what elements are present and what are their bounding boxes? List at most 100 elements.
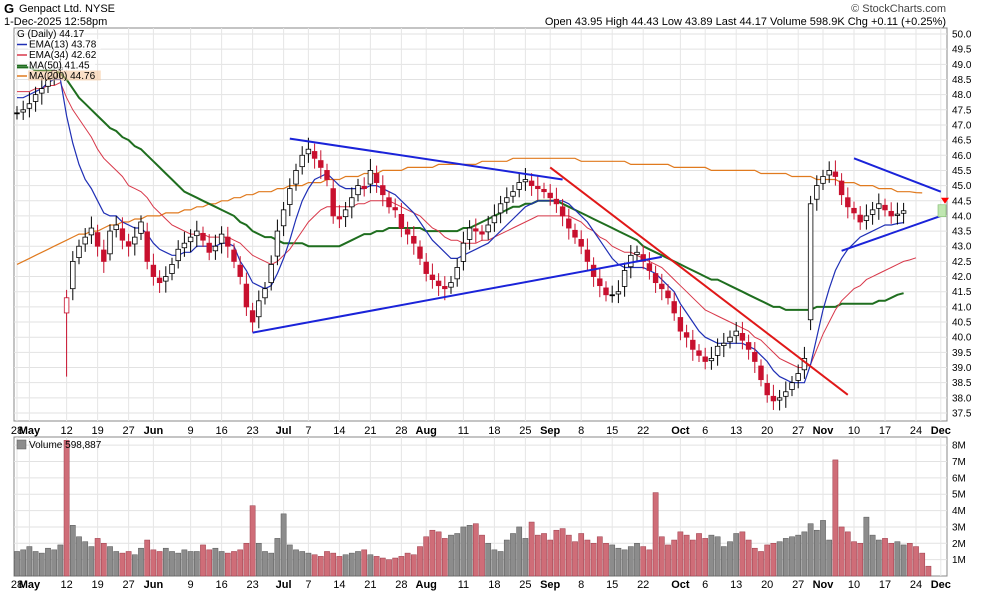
volume-bar (361, 549, 368, 577)
candle-body (448, 282, 454, 288)
volume-bar (100, 543, 107, 577)
volume-x-label: 10 (848, 579, 860, 591)
volume-bar (14, 551, 20, 577)
volume-x-label: 8 (578, 579, 584, 591)
candle-body (218, 233, 225, 244)
volume-tick-label: 2M (952, 539, 966, 550)
candle-body (225, 236, 231, 247)
last-price-marker (937, 204, 947, 218)
ticker-symbol: G (4, 1, 15, 16)
candle-body (20, 109, 26, 113)
legend-item: EMA(34) 42.62 (29, 50, 97, 61)
candle-body (597, 278, 603, 287)
volume-bar (671, 539, 678, 577)
volume-bar (262, 551, 268, 577)
volume-bar (844, 531, 851, 577)
candle-body (559, 206, 566, 217)
trendline (853, 157, 942, 193)
volume-x-label: 9 (188, 579, 194, 591)
candle-body (293, 170, 299, 185)
price-x-label: 17 (879, 425, 891, 437)
copyright-link[interactable]: © StockCharts.com (851, 3, 946, 15)
last-label: Last (715, 16, 737, 28)
volume-x-label: May (19, 579, 41, 591)
price-x-label: 16 (215, 425, 227, 437)
volume-tick-label: 8M (952, 441, 966, 452)
candle-body (702, 356, 708, 362)
volume-bar (410, 554, 417, 577)
price-x-label: May (19, 425, 41, 437)
volume-x-label: 20 (761, 579, 773, 591)
candle-body (696, 350, 702, 356)
candle-body (876, 203, 882, 209)
candle-body (342, 209, 349, 218)
volume-bar (820, 520, 826, 577)
candle-body (206, 242, 212, 253)
candle-body (113, 224, 119, 230)
candle-body (411, 235, 417, 244)
volume-bar (888, 543, 895, 577)
volume-x-label: 27 (792, 579, 804, 591)
candle-body (764, 383, 770, 396)
volume-bar (491, 549, 498, 577)
price-panel-frame (13, 27, 948, 422)
volume-x-label: Jul (276, 579, 292, 591)
volume-bar (144, 539, 151, 577)
volume-bar (702, 538, 709, 577)
volume-x-label: 24 (910, 579, 922, 591)
volume-x-label: 27 (122, 579, 134, 591)
volume-bar (435, 531, 442, 577)
candle-body (336, 216, 343, 220)
price-tick-label: 45.5 (952, 166, 972, 177)
volume-bar (807, 523, 814, 577)
candle-body (256, 300, 262, 318)
candle-body (70, 260, 76, 290)
price-tick-label: 46.5 (952, 136, 972, 147)
volume-tick-label: 6M (952, 473, 966, 484)
candle-body (330, 188, 336, 217)
volume-bar (429, 529, 436, 577)
volume-bar (640, 546, 647, 577)
volume-bar (119, 552, 126, 577)
volume-bar (187, 551, 194, 577)
candle-body (26, 103, 33, 109)
price-tick-label: 44.5 (952, 196, 972, 207)
volume-bar (596, 536, 603, 577)
volume-bar (925, 565, 932, 577)
candle-body (820, 176, 826, 184)
volume-bar (200, 544, 206, 577)
price-x-label: 18 (488, 425, 500, 437)
price-tick-label: 39.0 (952, 363, 972, 374)
volume-bar (665, 544, 671, 577)
candle-body (491, 215, 498, 224)
candle-body (572, 229, 578, 238)
candle-body (677, 317, 684, 332)
volume-bar (739, 531, 746, 577)
candle-body (807, 203, 814, 321)
candle-body (163, 276, 169, 282)
candle-body (640, 254, 646, 262)
candle-body (628, 254, 634, 268)
candle-body (510, 191, 516, 197)
volume-bar (522, 538, 529, 577)
price-tick-label: 40.0 (952, 333, 972, 344)
price-x-label: 23 (246, 425, 258, 437)
volume-bar (404, 552, 411, 577)
volume-bar (851, 541, 857, 577)
candle-body (32, 94, 39, 102)
legend-item: MA(200) 44.76 (29, 71, 96, 82)
volume-bar (528, 521, 535, 577)
volume-bar (280, 513, 287, 577)
candle-body (826, 170, 832, 176)
volume-bar (838, 526, 845, 577)
candle-body (386, 197, 392, 208)
high-value: 44.43 (631, 16, 659, 28)
volume-bar (299, 551, 306, 577)
volume-bar (330, 552, 337, 577)
volume-bar (138, 547, 144, 577)
price-tick-label: 38.0 (952, 393, 972, 404)
price-x-label: Sep (540, 425, 560, 437)
volume-bar (243, 543, 250, 577)
ohlc-summary: Open 43.95 High 44.43 Low 43.89 Last 44.… (545, 16, 946, 28)
